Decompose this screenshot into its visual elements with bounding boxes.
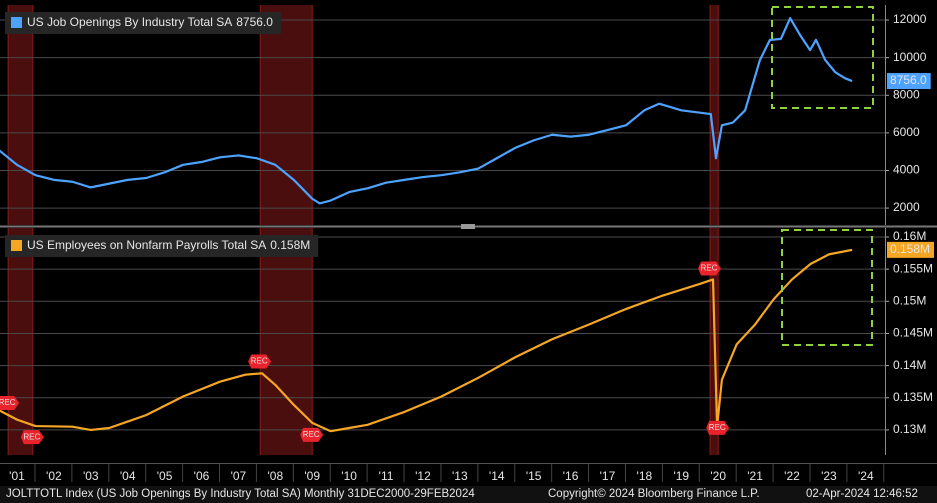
marks: 8756.0 US Job Openings By Industry Total …: [0, 12, 935, 445]
y-tick-label: 0.13M: [893, 422, 926, 436]
recession-marker: [698, 261, 722, 276]
y-tick-label: 8000: [893, 87, 920, 101]
recession-bands: [7, 5, 719, 455]
x-tick-label: '03: [83, 469, 99, 483]
x-tick-label: '09: [304, 469, 320, 483]
legend-box: [5, 235, 319, 257]
last-value-tag: [887, 73, 931, 90]
last-value-tag: [887, 241, 935, 258]
recession-marker: [20, 430, 44, 445]
x-tick-label: '07: [231, 469, 247, 483]
x-tick-label: '11: [379, 469, 394, 483]
y-tick-label: 4000: [893, 163, 920, 177]
x-tick-label: '19: [673, 469, 689, 483]
x-tick-label: '08: [267, 469, 283, 483]
y-tick-label: 6000: [893, 125, 920, 139]
series-line: [0, 248, 853, 433]
y-tick-label: 0.135M: [893, 390, 933, 404]
recession-marker: [300, 427, 324, 442]
x-tick-label: '02: [46, 469, 62, 483]
footer-band: [0, 486, 937, 503]
recession-marker-label: REC: [709, 423, 726, 432]
footer-timestamp: 02-Apr-2024 12:46:52: [806, 488, 918, 500]
recession-marker: [248, 354, 272, 369]
recession-marker: [706, 420, 730, 435]
recession-marker-label: REC: [303, 430, 320, 439]
x-tick-label: '14: [489, 469, 505, 483]
y-tick-label: 0.14M: [893, 358, 926, 372]
y-tick-label: 12000: [893, 12, 927, 26]
last-value-label: 8756.0: [890, 73, 927, 87]
x-tick-label: '22: [784, 469, 800, 483]
x-tick-label: '17: [600, 469, 616, 483]
x-tick-label: '05: [157, 469, 173, 483]
highlight-box: [781, 229, 873, 346]
x-tick-label: '06: [194, 469, 210, 483]
x-tick-label: '16: [563, 469, 579, 483]
x-tick-label: '12: [415, 469, 431, 483]
recession-marker-label: REC: [23, 432, 40, 441]
footer-copyright: Copyright© 2024 Bloomberg Finance L.P.: [548, 488, 760, 500]
y-tick-label: 0.16M: [893, 229, 926, 243]
y-tick-label: 0.155M: [893, 261, 933, 275]
recession-marker-label: REC: [251, 357, 268, 366]
recession-band: [8, 5, 33, 225]
y-tick-label: 10000: [893, 50, 927, 64]
recession-marker-label: REC: [701, 264, 718, 273]
y-tick-label: 0.145M: [893, 326, 933, 340]
grid: 2000 4000 6000 8000 10000 12000 0.13M 0.135M 0.1…: [0, 5, 933, 483]
legend-swatch: [11, 17, 22, 28]
y-tick-label: 2000: [893, 200, 920, 214]
recession-marker-label: REC: [0, 398, 16, 407]
x-tick-label: '21: [747, 469, 763, 483]
recession-marker: [0, 396, 20, 411]
x-tick-label: '13: [452, 469, 468, 483]
x-tick-label: '24: [858, 469, 874, 483]
legend-box: [5, 12, 281, 34]
legend-label: US Employees on Nonfarm Payrolls Total S…: [27, 238, 266, 252]
legend-swatch: [11, 240, 22, 251]
recession-band: [710, 5, 719, 225]
highlight-box: [771, 6, 874, 109]
x-tick-label: '23: [821, 469, 837, 483]
y-tick-label: 0.15M: [893, 293, 926, 307]
x-tick-label: '01: [9, 469, 25, 483]
recession-band: [260, 228, 313, 455]
divider-handle: [461, 224, 475, 229]
last-value-label: 0.158M: [890, 242, 930, 256]
series-line: [0, 17, 853, 205]
x-tick-label: '10: [341, 469, 357, 483]
legend-value: 8756.0: [236, 15, 273, 29]
legend-value: 0.158M: [270, 238, 310, 252]
footer-source: JOLTTOTL Index (US Job Openings By Indus…: [6, 488, 475, 500]
x-tick-label: '20: [710, 469, 726, 483]
legend-label: US Job Openings By Industry Total SA: [27, 15, 232, 29]
x-tick-label: '15: [526, 469, 542, 483]
x-tick-label: '04: [120, 469, 136, 483]
x-tick-label: '18: [637, 469, 653, 483]
